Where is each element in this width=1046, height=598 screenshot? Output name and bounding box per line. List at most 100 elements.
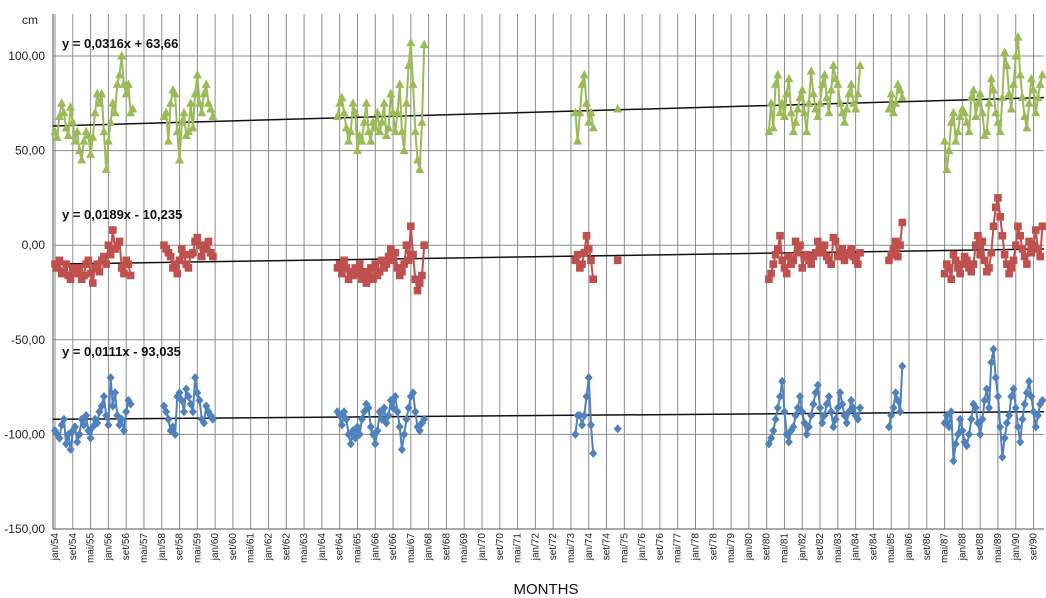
data-point (342, 264, 351, 272)
data-point (820, 410, 829, 420)
data-point (980, 395, 989, 405)
data-point (844, 88, 854, 98)
data-point (208, 414, 217, 424)
data-point (971, 111, 981, 121)
x-tick-label: set/86 (922, 533, 933, 561)
data-point (82, 410, 91, 420)
data-point (381, 130, 391, 139)
data-point (1005, 410, 1014, 420)
data-point (377, 117, 387, 126)
data-point (940, 136, 950, 145)
x-tick-label: set/90 (1029, 533, 1040, 561)
data-point (372, 107, 382, 117)
data-point (420, 414, 429, 424)
x-tick-label: jan/72 (530, 533, 541, 562)
data-point (60, 267, 68, 276)
data-point (115, 237, 124, 246)
x-axis-title: MONTHS (514, 581, 579, 598)
trendline-0 (52, 96, 1045, 127)
data-point (822, 92, 832, 102)
data-point (57, 98, 67, 107)
y-unit-label: cm (22, 13, 38, 27)
data-point (337, 92, 347, 102)
data-point (371, 260, 380, 268)
data-point (951, 439, 960, 449)
data-point (967, 414, 976, 424)
data-point (976, 250, 984, 259)
data-point (395, 79, 405, 88)
data-point (969, 260, 978, 268)
x-tick-label: jan/78 (691, 533, 702, 562)
x-tick-label: mai/71 (513, 533, 524, 563)
data-point (580, 248, 589, 257)
data-point (846, 79, 856, 88)
data-point (339, 107, 349, 117)
x-tick-label: mai/55 (86, 533, 97, 563)
data-point (1011, 241, 1020, 249)
data-point (838, 245, 847, 253)
data-point (406, 37, 416, 47)
data-point (55, 256, 64, 265)
data-point (829, 422, 838, 432)
data-point (54, 111, 64, 121)
data-point (889, 245, 898, 253)
x-tick-label: mai/89 (993, 533, 1004, 563)
data-point (418, 271, 426, 280)
data-point (817, 79, 827, 88)
data-point (404, 60, 414, 69)
data-point (86, 149, 96, 158)
data-point (1035, 79, 1045, 88)
data-point (99, 392, 108, 402)
data-point (1013, 422, 1022, 432)
data-point (195, 241, 204, 249)
data-point (802, 126, 812, 136)
data-series (50, 32, 1046, 466)
data-point (989, 344, 998, 354)
data-point (965, 429, 974, 439)
data-point (384, 122, 394, 132)
data-point (838, 399, 847, 409)
data-point (613, 256, 622, 265)
data-point (786, 107, 796, 117)
data-point (945, 422, 954, 432)
x-tick-label: jan/56 (103, 533, 114, 562)
data-point (1034, 245, 1042, 253)
data-point (366, 422, 375, 432)
data-point (121, 88, 131, 98)
data-point (971, 241, 980, 249)
data-point (1031, 226, 1040, 234)
data-point (1038, 395, 1046, 405)
data-point (364, 271, 373, 280)
data-point (1022, 122, 1032, 132)
data-point (95, 267, 104, 276)
data-point (173, 269, 182, 278)
data-point (397, 126, 407, 136)
data-point (180, 250, 188, 259)
data-point (778, 256, 787, 265)
data-point (351, 264, 360, 272)
data-point (777, 98, 787, 107)
data-point (798, 407, 807, 417)
data-point (804, 98, 814, 107)
data-point (989, 85, 999, 94)
data-point (571, 256, 580, 265)
data-point (1020, 111, 1030, 121)
data-point (784, 73, 794, 83)
x-tick-label: set/70 (495, 533, 506, 561)
data-point (884, 422, 893, 432)
data-point (586, 107, 596, 117)
data-point (896, 241, 904, 249)
data-point (893, 395, 902, 405)
data-point (199, 88, 209, 98)
data-point (987, 248, 996, 257)
data-point (886, 88, 896, 98)
data-point (816, 403, 825, 413)
data-point (342, 414, 351, 424)
data-point (344, 136, 354, 145)
data-point (962, 441, 971, 451)
data-point (953, 126, 963, 136)
data-point (1033, 410, 1042, 420)
data-point (1013, 32, 1023, 41)
data-point (1025, 376, 1034, 386)
